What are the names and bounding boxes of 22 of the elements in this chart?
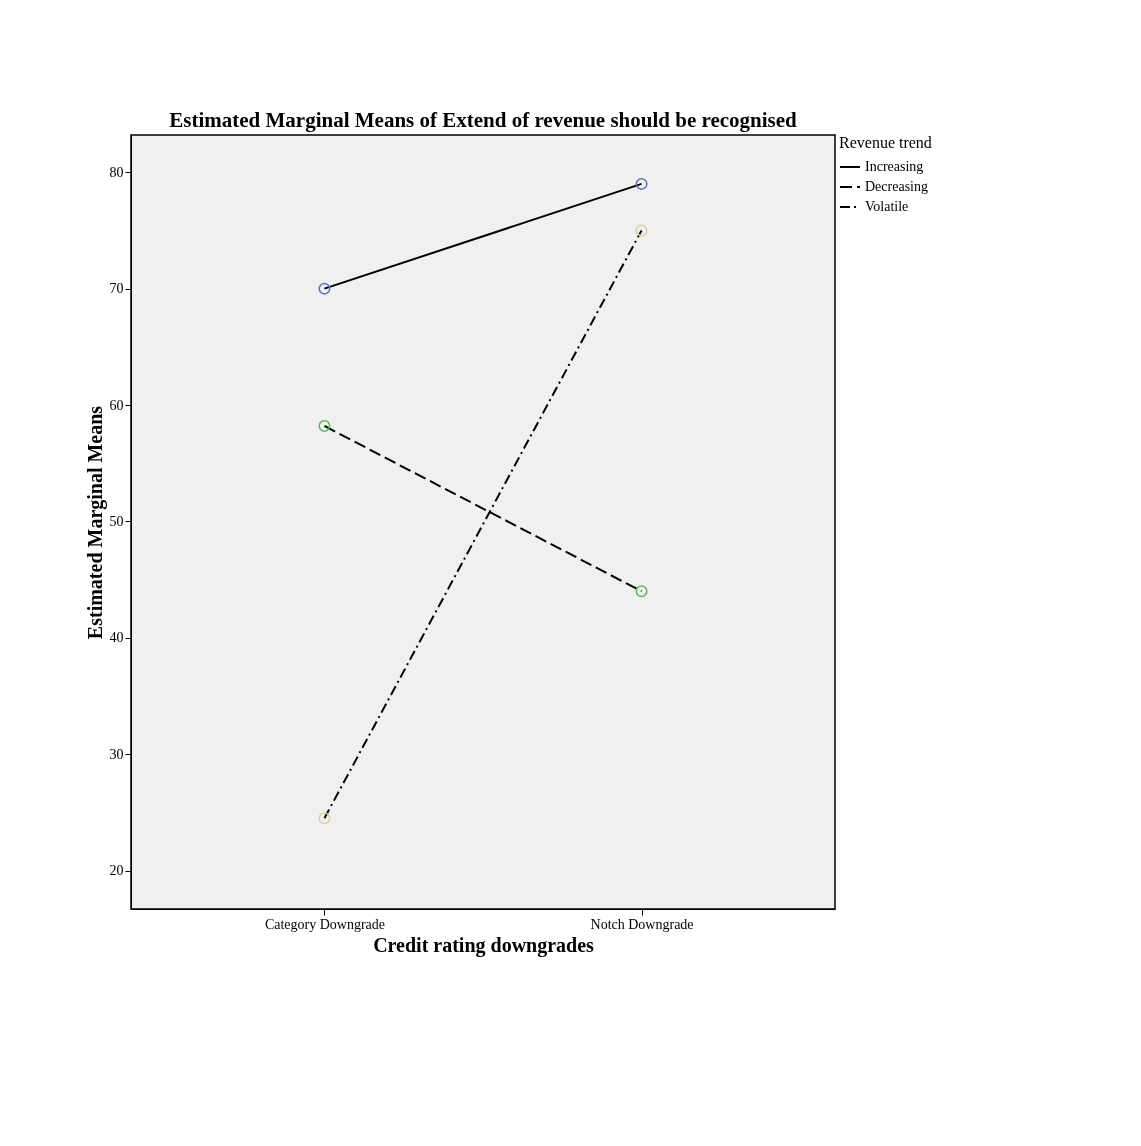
y-tick-label: 20: [109, 863, 124, 879]
x-axis-title: Credit rating downgrades: [373, 933, 595, 957]
x-tick-label: Notch Downgrade: [590, 916, 694, 932]
y-tick-label: 50: [109, 513, 124, 529]
x-tick-label: Category Downgrade: [264, 916, 386, 932]
y-tick-label: 80: [109, 164, 124, 180]
legend-label: Volatile: [865, 199, 909, 214]
legend-label: Increasing: [865, 159, 924, 174]
point: [635, 585, 648, 598]
point: [635, 177, 648, 190]
point: [318, 419, 331, 432]
point: [635, 224, 648, 237]
y-tick-label: 40: [109, 630, 124, 646]
point: [318, 282, 331, 295]
legend-title: Revenue trend: [839, 134, 932, 151]
y-tick-label: 30: [109, 746, 124, 762]
point: [318, 812, 331, 825]
chart-title: Estimated Marginal Means of Extend of revenue should be recognised: [169, 108, 798, 132]
y-tick-label: 70: [109, 281, 124, 297]
y-tick-label: 60: [109, 397, 124, 413]
legend-label: Decreasing: [865, 179, 928, 194]
y-axis-title: Estimated Marginal Means: [83, 405, 107, 640]
